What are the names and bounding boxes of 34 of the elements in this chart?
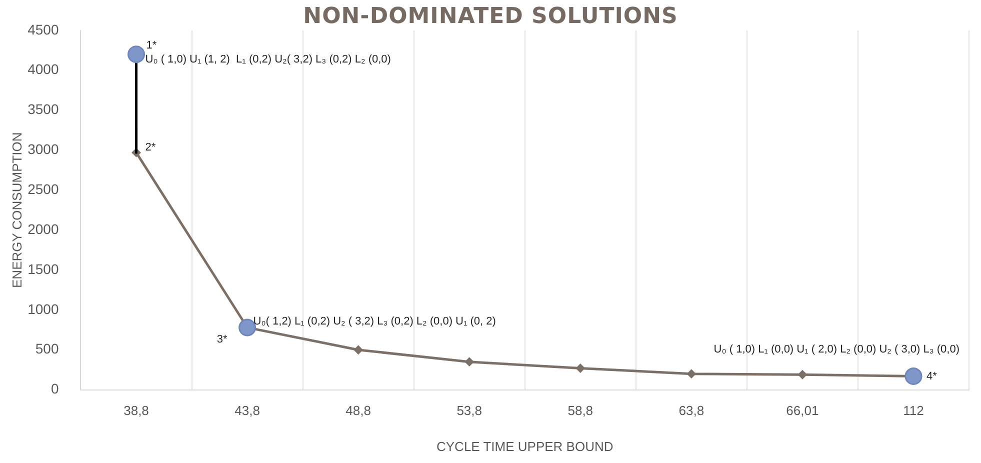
x-tick-label: 66,01 [786, 403, 819, 418]
chart-title: NON-DOMINATED SOLUTIONS [303, 4, 678, 29]
x-tick-label: 53,8 [456, 403, 482, 418]
annotation: U₀ ( 1,0) L₁ (0,0) U₁ ( 2,0) L₂ (0,0) U₂ ( 3,0) L₃ (0,0) [714, 343, 960, 356]
point [354, 345, 363, 354]
x-tick-label: 43,8 [234, 403, 260, 418]
y-tick-label: 500 [35, 340, 59, 357]
point [128, 46, 146, 64]
x-tick-label: 63,8 [678, 403, 704, 418]
annotation: 2* [145, 142, 156, 154]
y-tick-label: 0 [50, 380, 59, 397]
y-axis-title: ENERGY CONSUMPTION [9, 132, 24, 288]
x-tick-label: 112 [903, 403, 924, 418]
y-tick-label: 1000 [28, 300, 59, 317]
annotation: 3* [216, 334, 228, 346]
annotation: 1* [146, 39, 158, 52]
y-tick-label: 2500 [28, 180, 59, 197]
annotation: U₀( 1,2) L₁ (0,2) U₂ ( 3,2) L₃ (0,2) L₂ (0,0) U₁ (0, 2) [253, 316, 496, 328]
x-axis-title: CYCLE TIME UPPER BOUND [436, 438, 614, 454]
y-tick-label: 3000 [28, 141, 59, 158]
y-tick-label: 4500 [28, 21, 59, 38]
y-tick-label: 3500 [28, 101, 59, 118]
x-tick-label: 58,8 [568, 403, 594, 418]
x-tick-label: 48,8 [346, 403, 371, 418]
point [576, 364, 585, 373]
point [686, 369, 696, 378]
y-tick-label: 2000 [28, 220, 59, 237]
annotation: 4* [926, 370, 938, 382]
point [464, 357, 474, 366]
y-tick-label: 4000 [28, 61, 59, 78]
annotation: U₀ ( 1,0) U₁ (1, 2) L₁ (0,2) U₂( 3,2) L₃ (0,2) L₂ (0,0) [145, 53, 391, 66]
x-tick-label: 38,8 [124, 403, 149, 418]
point [798, 370, 807, 380]
y-tick-label: 1500 [28, 260, 59, 277]
